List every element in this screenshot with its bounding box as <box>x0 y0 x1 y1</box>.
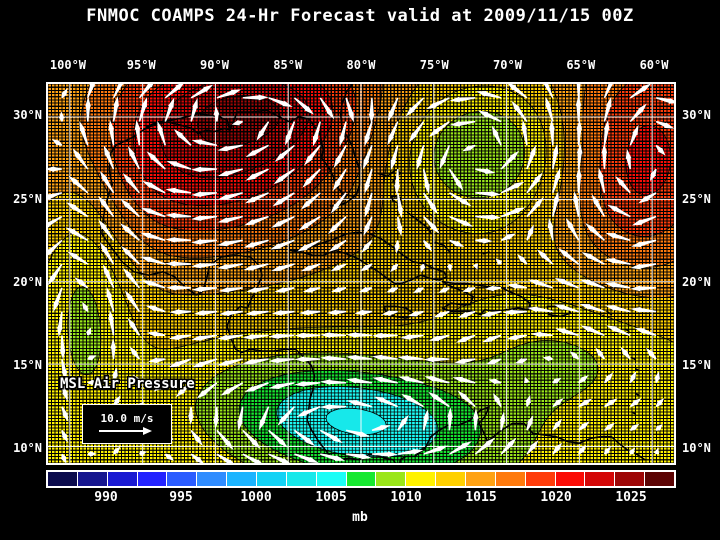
lon-tick: 75°W <box>420 58 449 72</box>
lon-tick: 65°W <box>566 58 595 72</box>
lon-tick: 60°W <box>640 58 669 72</box>
lat-tick-left: 20°N <box>13 275 42 289</box>
lat-tick-right: 20°N <box>682 275 711 289</box>
colorbar-swatch <box>526 472 556 486</box>
colorbar-swatch <box>376 472 406 486</box>
colorbar-swatch <box>585 472 615 486</box>
colorbar-swatch <box>138 472 168 486</box>
colorbar-tick: 990 <box>94 490 117 505</box>
colorbar-tick: 1020 <box>540 490 571 505</box>
lon-tick: 85°W <box>273 58 302 72</box>
lon-tick: 70°W <box>493 58 522 72</box>
wind-scale-arrow-icon <box>99 426 155 435</box>
lat-tick-left: 10°N <box>13 441 42 455</box>
colorbar-swatch <box>197 472 227 486</box>
lon-tick: 80°W <box>347 58 376 72</box>
page-title: FNMOC COAMPS 24-Hr Forecast valid at 200… <box>0 6 720 26</box>
colorbar-tick: 1010 <box>390 490 421 505</box>
colorbar-swatch <box>496 472 526 486</box>
colorbar-tick: 995 <box>169 490 192 505</box>
colorbar-swatch <box>556 472 586 486</box>
latitude-axis-left: 30°N 25°N 20°N 15°N 10°N <box>0 0 46 540</box>
colorbar-unit-label: mb <box>0 510 720 525</box>
colorbar-swatch <box>257 472 287 486</box>
colorbar-swatch <box>645 472 674 486</box>
colorbar-swatch <box>48 472 78 486</box>
lon-tick: 90°W <box>200 58 229 72</box>
map-panel[interactable]: MSL Air Pressure 10.0 m/s <box>46 82 676 465</box>
lon-tick: 95°W <box>127 58 156 72</box>
colorbar-swatch <box>167 472 197 486</box>
lat-tick-right: 25°N <box>682 192 711 206</box>
lon-tick: 100°W <box>50 58 86 72</box>
colorbar-swatch <box>287 472 317 486</box>
colorbar-swatch <box>466 472 496 486</box>
colorbar <box>46 470 676 488</box>
latitude-axis-right: 30°N 25°N 20°N 15°N 10°N <box>678 0 720 540</box>
colorbar-swatch <box>347 472 377 486</box>
lat-tick-right: 15°N <box>682 358 711 372</box>
colorbar-tick: 1005 <box>315 490 346 505</box>
wind-scale-value: 10.0 m/s <box>101 413 154 424</box>
colorbar-swatch <box>108 472 138 486</box>
lat-tick-right: 10°N <box>682 441 711 455</box>
lat-tick-left: 15°N <box>13 358 42 372</box>
colorbar-swatch <box>436 472 466 486</box>
longitude-axis: 100°W 95°W 90°W 85°W 80°W 75°W 70°W 65°W 60°W <box>0 58 720 74</box>
lat-tick-left: 25°N <box>13 192 42 206</box>
wind-scale-key: 10.0 m/s <box>82 404 172 444</box>
colorbar-swatch <box>317 472 347 486</box>
colorbar-ticks: 990 995 1000 1005 1010 1015 1020 1025 <box>0 490 720 508</box>
colorbar-swatch <box>615 472 645 486</box>
lat-tick-left: 30°N <box>13 108 42 122</box>
colorbar-tick: 1025 <box>615 490 646 505</box>
colorbar-swatch <box>406 472 436 486</box>
lat-tick-right: 30°N <box>682 108 711 122</box>
colorbar-tick: 1015 <box>465 490 496 505</box>
colorbar-tick: 1000 <box>240 490 271 505</box>
colorbar-swatch <box>78 472 108 486</box>
colorbar-swatch <box>227 472 257 486</box>
